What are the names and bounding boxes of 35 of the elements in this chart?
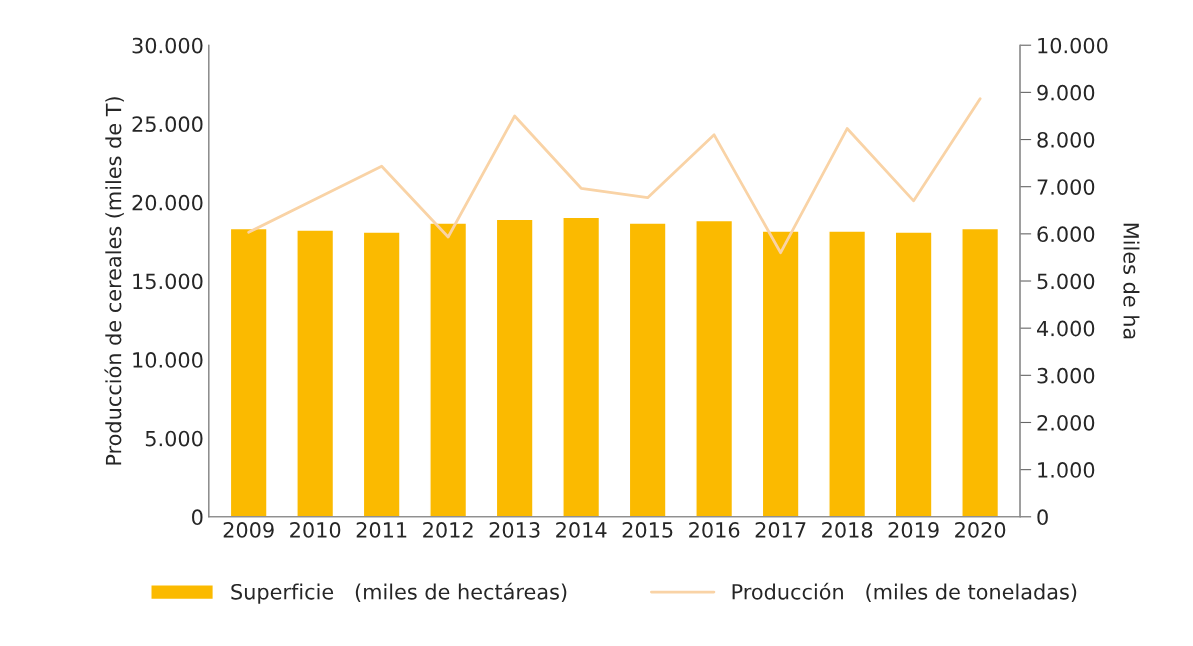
x-tick-label: 2012 [423,522,473,538]
legend-label: Producción (miles de toneladas) [732,582,1077,603]
x-tick-label: 2016 [689,522,740,538]
x-tick-label: 2020 [955,522,1006,538]
y-tick-label: 5.000 [145,430,203,447]
y2-tick-label: 4.000 [1037,320,1095,337]
y2-tick-label: 6.000 [1037,226,1095,243]
y2-tick-label: 1.000 [1038,462,1095,478]
y2-tick-label: 3.000 [1037,367,1095,384]
y-tick-label: 20.000 [132,194,203,211]
y2-tick-label: 8.000 [1037,131,1095,148]
y2-tick-label: 9.000 [1037,84,1095,101]
y-axis-title: Producción de cereales (miles de T) [104,97,124,465]
y2-tick-label: 0 [1037,509,1048,526]
x-tick-label: 2013 [489,522,540,538]
y2-tick-label: 7.000 [1037,179,1095,195]
legend-label: Superficie (miles de hectáreas) [231,582,567,604]
y-tick-label: 25.000 [132,116,203,133]
line-series [247,97,982,255]
x-tick-label: 2011 [356,522,407,538]
y-tick-label: 15.000 [133,273,203,290]
x-tick-label: 2019 [888,522,939,538]
x-tick-label: 2010 [290,522,341,538]
x-tick-label: 2014 [556,522,607,538]
y2-axis-title: Miles de ha [1123,223,1140,339]
x-tick-label: 2018 [822,522,873,538]
y2-tick-label: 2.000 [1037,414,1095,431]
x-tick-label: 2009 [223,522,274,538]
y2-tick-label: 10.000 [1038,37,1108,54]
y-tick-label: 30.000 [132,37,203,54]
y-tick-label: 0 [192,509,203,526]
y2-tick-label: 5.000 [1037,273,1095,290]
y-tick-label: 10.000 [133,352,203,368]
x-tick-label: 2017 [755,522,806,538]
x-tick-label: 2015 [622,522,673,538]
